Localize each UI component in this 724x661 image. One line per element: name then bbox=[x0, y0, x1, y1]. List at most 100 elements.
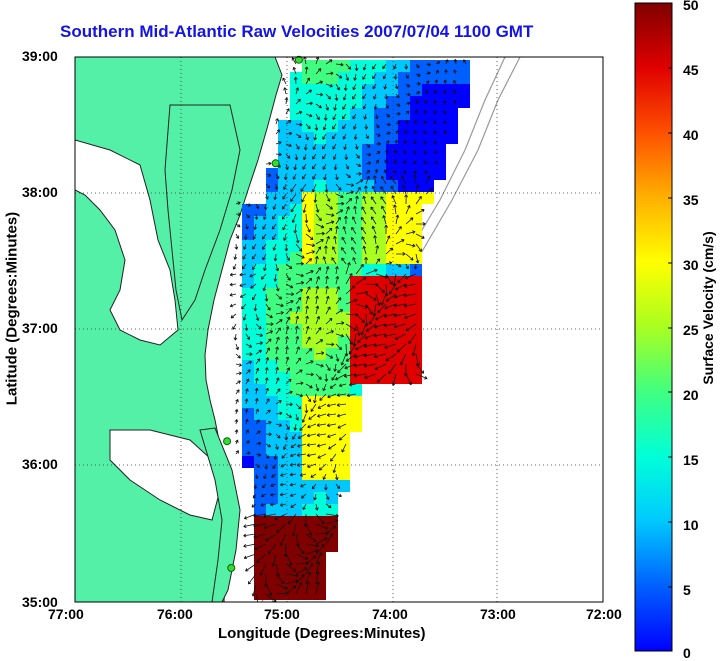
velocity-cell bbox=[374, 216, 386, 228]
velocity-cell bbox=[314, 60, 326, 72]
velocity-cell bbox=[290, 216, 302, 228]
velocity-arrow bbox=[291, 57, 297, 65]
velocity-cell bbox=[362, 60, 374, 72]
velocity-cell bbox=[326, 132, 338, 144]
velocity-arrow bbox=[403, 303, 417, 308]
velocity-cell bbox=[278, 480, 290, 492]
velocity-arrow bbox=[415, 81, 421, 86]
velocity-arrow bbox=[308, 413, 317, 420]
velocity-cell bbox=[290, 264, 302, 276]
velocity-arrow bbox=[271, 223, 277, 230]
velocity-arrow bbox=[403, 160, 407, 165]
velocity-arrow bbox=[375, 283, 385, 293]
velocity-cell bbox=[326, 120, 338, 132]
velocity-arrow bbox=[305, 77, 310, 85]
velocity-cell bbox=[290, 240, 302, 252]
velocity-arrow bbox=[313, 393, 317, 404]
velocity-arrow bbox=[274, 183, 279, 190]
velocity-arrow bbox=[235, 389, 240, 395]
velocity-arrow bbox=[342, 93, 347, 101]
velocity-cell bbox=[314, 132, 326, 144]
velocity-arrow bbox=[272, 233, 277, 240]
velocity-cell bbox=[386, 60, 398, 72]
velocity-cell bbox=[362, 168, 374, 180]
velocity-arrow bbox=[380, 293, 387, 306]
velocity-arrow bbox=[443, 120, 448, 125]
velocity-cell bbox=[254, 360, 266, 372]
velocity-arrow bbox=[345, 273, 353, 285]
velocity-arrow bbox=[365, 143, 371, 148]
velocity-arrow bbox=[312, 173, 317, 180]
velocity-cell bbox=[266, 432, 278, 444]
velocity-arrow bbox=[352, 257, 357, 265]
velocity-cell bbox=[338, 204, 350, 216]
velocity-arrow bbox=[433, 100, 438, 105]
velocity-arrow bbox=[335, 225, 339, 235]
velocity-arrow bbox=[362, 73, 367, 80]
velocity-cell bbox=[302, 168, 314, 180]
velocity-arrow bbox=[315, 523, 329, 530]
velocity-arrow bbox=[322, 123, 327, 131]
velocity-arrow bbox=[453, 79, 457, 85]
velocity-arrow bbox=[423, 160, 428, 165]
velocity-arrow bbox=[315, 305, 320, 315]
velocity-arrow bbox=[315, 267, 322, 275]
velocity-cell bbox=[350, 276, 362, 288]
velocity-cell bbox=[302, 240, 314, 252]
velocity-arrow bbox=[425, 62, 431, 67]
velocity-arrow bbox=[444, 69, 448, 75]
velocity-cell bbox=[290, 564, 302, 576]
velocity-arrow bbox=[325, 519, 339, 525]
velocity-cell bbox=[338, 468, 350, 480]
velocity-cell bbox=[386, 372, 398, 384]
velocity-cell bbox=[302, 516, 314, 528]
velocity-arrow bbox=[296, 463, 307, 467]
velocity-arrow bbox=[325, 203, 333, 210]
velocity-cell bbox=[290, 120, 302, 132]
velocity-arrow bbox=[423, 120, 428, 125]
velocity-arrow bbox=[255, 349, 262, 355]
velocity-cell bbox=[410, 120, 422, 132]
velocity-arrow bbox=[365, 161, 372, 165]
velocity-arrow bbox=[355, 343, 367, 351]
velocity-arrow bbox=[315, 276, 320, 285]
velocity-arrow bbox=[364, 257, 368, 265]
velocity-arrow bbox=[265, 443, 271, 448]
velocity-arrow bbox=[299, 423, 307, 431]
velocity-arrow bbox=[305, 348, 313, 355]
velocity-cell bbox=[362, 180, 374, 192]
velocity-arrow bbox=[295, 289, 304, 295]
velocity-arrow bbox=[315, 316, 321, 325]
velocity-cell bbox=[242, 300, 254, 312]
velocity-arrow bbox=[273, 273, 278, 282]
velocity-cell bbox=[326, 180, 338, 192]
velocity-arrow bbox=[361, 236, 367, 245]
velocity-arrow bbox=[239, 272, 247, 277]
velocity-arrow bbox=[315, 256, 319, 265]
velocity-arrow bbox=[338, 433, 347, 441]
velocity-arrow bbox=[415, 222, 426, 226]
velocity-arrow bbox=[314, 503, 319, 511]
velocity-arrow bbox=[253, 303, 258, 312]
velocity-arrow bbox=[290, 503, 297, 508]
velocity-arrow bbox=[325, 330, 334, 335]
velocity-cell bbox=[362, 84, 374, 96]
velocity-cell bbox=[278, 324, 290, 336]
velocity-cell bbox=[410, 84, 422, 96]
velocity-arrow bbox=[325, 235, 330, 245]
velocity-arrow bbox=[385, 113, 391, 118]
velocity-cell bbox=[266, 468, 278, 480]
velocity-cell bbox=[362, 336, 374, 348]
velocity-cell bbox=[398, 168, 410, 180]
velocity-arrow bbox=[276, 523, 287, 533]
velocity-cell bbox=[314, 492, 326, 504]
velocity-arrow bbox=[285, 423, 290, 430]
velocity-cell bbox=[446, 84, 458, 96]
y-tick-label: 37:00 bbox=[22, 320, 58, 336]
velocity-cell bbox=[338, 84, 350, 96]
velocity-arrow bbox=[351, 216, 357, 225]
velocity-arrow bbox=[385, 140, 390, 145]
velocity-cell bbox=[422, 96, 434, 108]
velocity-arrow bbox=[295, 281, 305, 285]
velocity-arrow bbox=[235, 380, 241, 385]
